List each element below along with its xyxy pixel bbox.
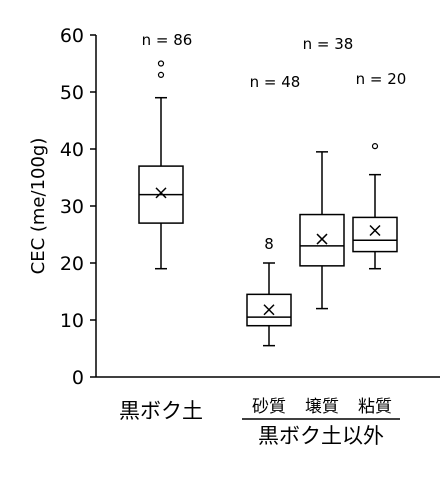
mean-marker (316, 233, 328, 245)
category-label: 砂質 (252, 397, 286, 417)
mean-marker (369, 224, 381, 237)
n-label: n = 86 (142, 31, 193, 49)
y-tick-label: 30 (60, 196, 84, 218)
outlier-point (371, 143, 379, 150)
n-label: n = 20 (356, 70, 407, 88)
y-tick-label: 20 (60, 253, 84, 275)
mean-marker (263, 304, 275, 316)
box-4 (352, 143, 398, 270)
outlier-point (157, 60, 165, 67)
y-tick-label: 60 (60, 25, 84, 47)
outlier-point (157, 71, 165, 79)
y-tick-label: 40 (60, 139, 84, 161)
group-label: 黒ボク土以外 (258, 424, 384, 448)
box-3 (299, 151, 345, 310)
category-label: 壌質 (305, 397, 339, 417)
n-label: n = 48 (250, 73, 301, 91)
labels: n = 86 n = 48 n = 38n = 20 8 黒ボク土 砂質 壌質 粘質黒ボク土以… (119, 31, 406, 448)
y-tick-label: 10 (60, 310, 84, 332)
mean-marker (155, 187, 167, 199)
category-label: 黒ボク土 (119, 399, 203, 423)
n-label: n = 38 (303, 35, 354, 53)
category-label: 粘質 (358, 397, 392, 417)
boxes (138, 60, 398, 347)
box-2 (246, 262, 292, 347)
iqr-box (246, 293, 292, 327)
iqr-box (352, 216, 398, 253)
y-tick-label: 50 (60, 82, 84, 104)
box-1 (138, 60, 184, 270)
iqr-box (299, 213, 345, 267)
y-ticks: 0 10 20 30 40 50 60 (60, 25, 96, 389)
annotation-label: 8 (264, 235, 274, 253)
y-axis-label: CEC (me/100g) (28, 138, 49, 275)
y-tick-label: 0 (72, 367, 84, 389)
